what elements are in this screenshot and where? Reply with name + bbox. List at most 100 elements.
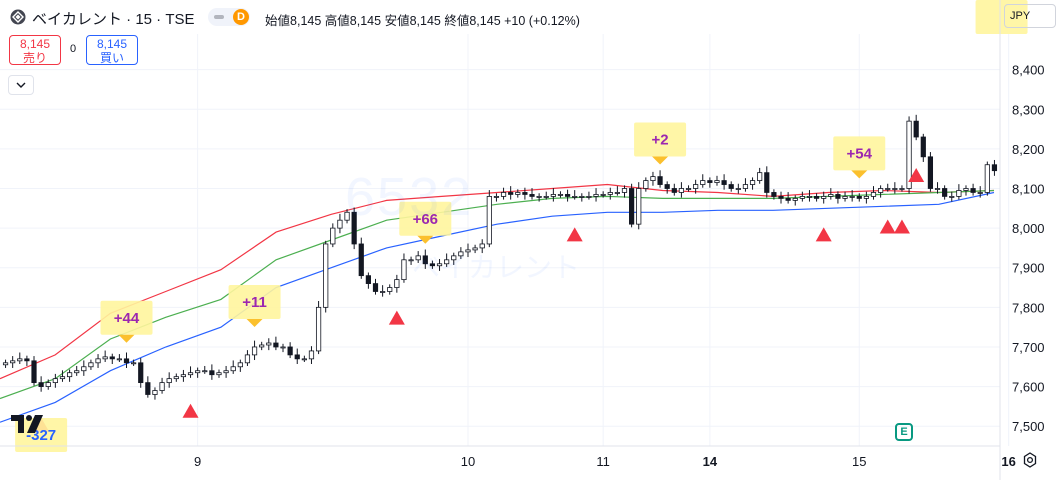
candle-body: [387, 287, 393, 292]
candle-body: [152, 390, 158, 395]
candle-body: [693, 184, 699, 189]
spread-value: 0: [70, 43, 77, 55]
candle-body: [308, 350, 315, 360]
y-tick-label: 7,800: [1012, 300, 1045, 315]
candle-body: [10, 360, 16, 364]
signal-pointer: [417, 235, 434, 244]
candle-body: [38, 382, 44, 387]
candle-body: [266, 342, 272, 346]
candle-body: [436, 263, 443, 267]
high-value: 8,145: [349, 14, 382, 28]
candle-body: [500, 192, 507, 197]
buy-button[interactable]: 8,145 買い: [86, 35, 138, 65]
collapse-legend-button[interactable]: [8, 75, 34, 95]
tradingview-logo-icon: [11, 415, 43, 433]
candle-body: [529, 194, 535, 197]
candle-body: [757, 172, 763, 181]
signal-box: [100, 300, 153, 335]
candle-body: [735, 188, 741, 190]
candle-body: [657, 176, 663, 185]
candle-body: [564, 194, 571, 197]
candlesticks: [2, 114, 998, 400]
candle-body: [259, 344, 265, 348]
x-tick-label: 10: [461, 454, 475, 469]
candle-body: [557, 194, 564, 196]
candle-body: [863, 196, 869, 199]
ma-line-blue: [0, 191, 995, 423]
candle-body: [828, 194, 834, 197]
candle-body: [614, 192, 620, 194]
candle-body: [479, 243, 485, 249]
candle-body: [536, 196, 542, 198]
candle-body: [95, 358, 101, 364]
currency-selector[interactable]: JPY: [1004, 4, 1056, 28]
candle-body: [593, 194, 599, 197]
market-status-pill[interactable]: D: [208, 8, 250, 26]
candle-body: [792, 198, 798, 201]
candle-body: [685, 188, 692, 190]
candle-body: [45, 382, 51, 387]
sell-price: 8,145: [19, 37, 51, 51]
candle-body: [315, 306, 322, 352]
candle-body: [145, 382, 151, 395]
candle-body: [721, 180, 727, 185]
candle-body: [636, 188, 642, 225]
ma-line-red: [0, 183, 995, 380]
earnings-icon[interactable]: E: [895, 423, 913, 441]
candle-body: [330, 227, 336, 245]
candle-body: [251, 346, 258, 356]
candle-body: [138, 362, 144, 384]
candle-body: [977, 192, 983, 194]
candle-body: [678, 188, 685, 193]
chevron-down-icon: [16, 82, 26, 88]
low-value: 8,145: [409, 14, 441, 28]
candle-body: [550, 194, 556, 197]
signal-pointer: [246, 318, 263, 327]
candle-body: [223, 370, 229, 374]
signal-triangle: [879, 219, 896, 234]
candle-body: [66, 372, 73, 378]
candle-body: [486, 196, 492, 245]
open-label: 始値: [265, 14, 291, 28]
candle-body: [372, 283, 379, 292]
signal-pointer: [652, 156, 669, 165]
low-label: 安値: [384, 14, 410, 28]
candle-body: [956, 190, 962, 197]
signal-triangle: [388, 310, 405, 325]
candle-body: [422, 255, 428, 265]
candle-body: [280, 346, 286, 349]
candle-body: [344, 211, 350, 221]
candle-body: [244, 354, 251, 364]
candle-body: [429, 263, 436, 267]
candle-body: [849, 196, 855, 198]
candle-body: [728, 184, 734, 189]
candle-body: [522, 192, 528, 195]
status-dot: [214, 15, 224, 19]
candle-body: [444, 259, 450, 265]
candle-body: [579, 196, 585, 198]
y-tick-label: 8,100: [1012, 182, 1045, 197]
ma-line-green: [0, 189, 995, 400]
y-tick-label: 8,400: [1012, 63, 1045, 78]
candle-body: [273, 342, 279, 348]
signal-triangle: [566, 227, 583, 242]
candle-body: [451, 255, 457, 261]
signal-label: +66: [413, 211, 438, 228]
candle-body: [899, 188, 905, 190]
candle-body: [159, 382, 165, 391]
gear-icon[interactable]: [1022, 452, 1038, 468]
delay-badge: D: [233, 9, 249, 25]
candle-body: [778, 196, 784, 199]
symbol-title[interactable]: ベイカレント · 15 · TSE: [32, 11, 195, 28]
candle-body: [707, 180, 713, 183]
candle-body: [543, 196, 549, 198]
candle-body: [337, 219, 343, 229]
candle-body: [813, 196, 820, 199]
candle-body: [650, 176, 656, 181]
symbol-logo-icon: [10, 9, 26, 25]
signal-label: +11: [242, 294, 267, 311]
sell-button[interactable]: 8,145 売り: [9, 35, 61, 65]
x-tick-label: 16: [1001, 454, 1015, 469]
candle-body: [74, 370, 80, 374]
